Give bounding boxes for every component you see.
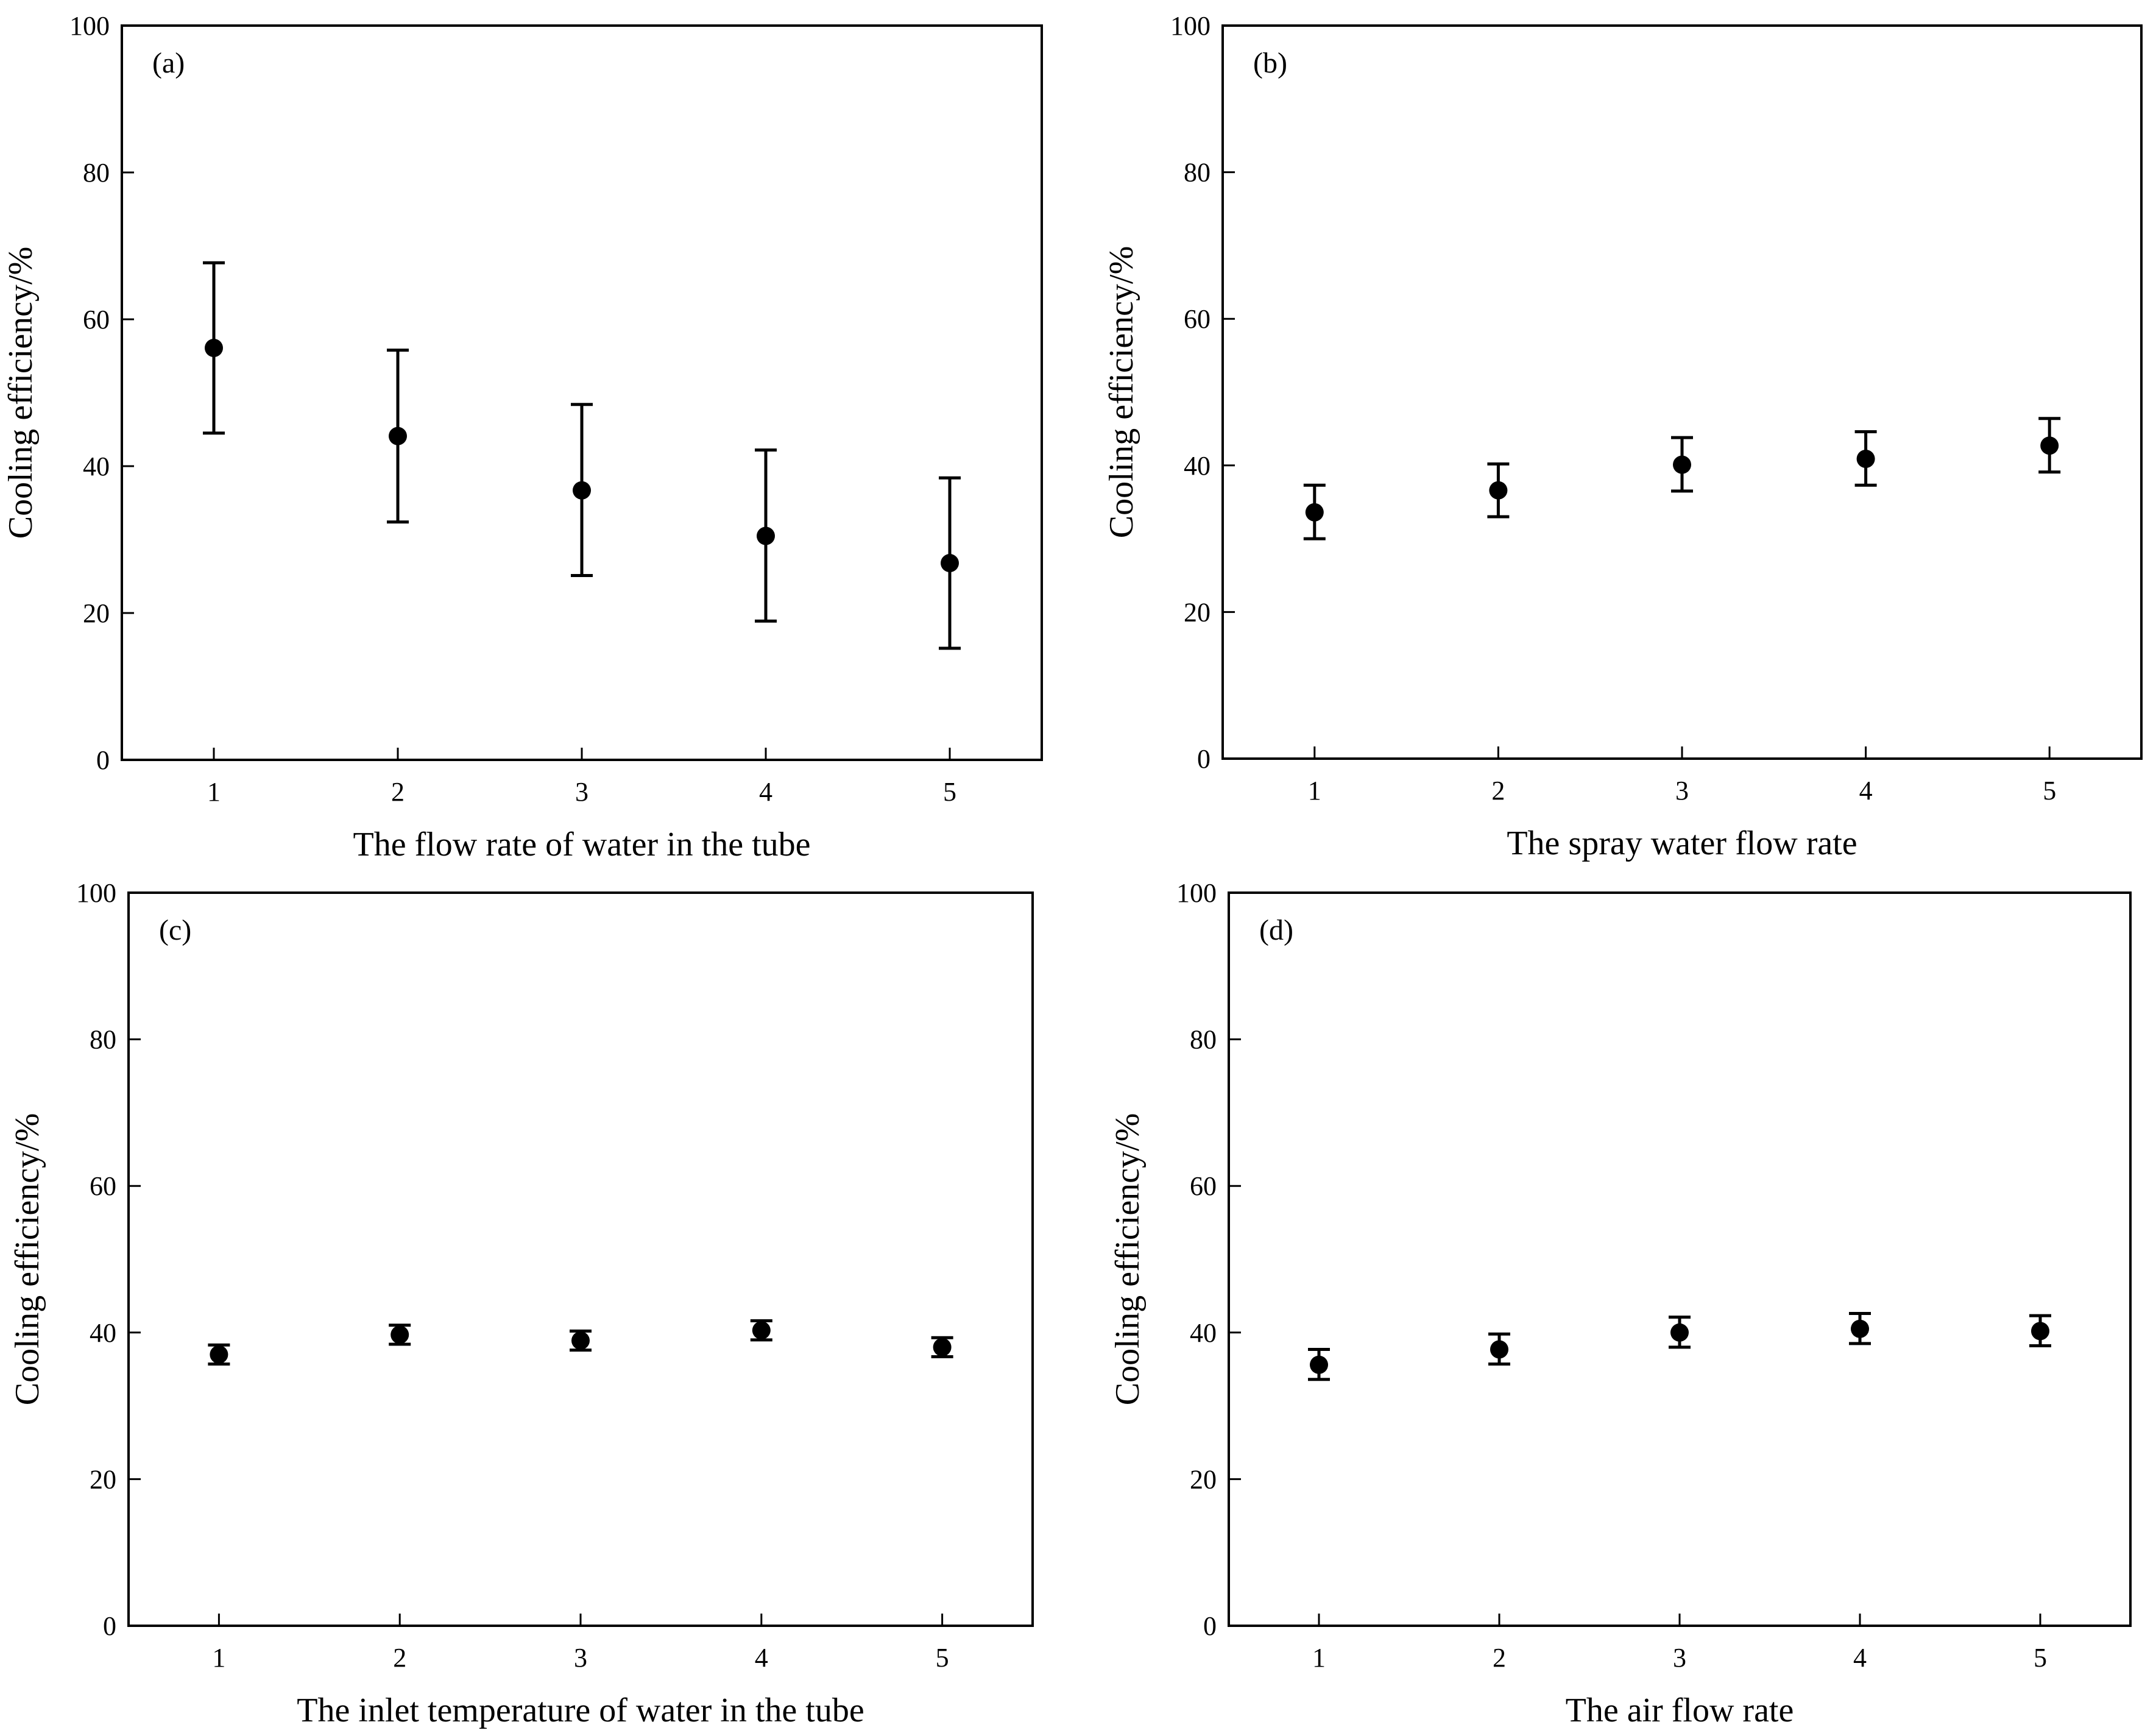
data-point: [1856, 449, 1875, 468]
y-tick-label: 100: [1170, 11, 1211, 41]
x-tick-label: 2: [1493, 1643, 1506, 1673]
y-tick-label: 60: [90, 1171, 116, 1201]
x-tick-label: 2: [393, 1643, 406, 1673]
y-tick-label: 80: [1190, 1025, 1217, 1055]
y-tick-label: 80: [83, 158, 110, 188]
data-point: [933, 1338, 952, 1356]
y-axis-title: Cooling efficiency/%: [1109, 1113, 1147, 1406]
chart-panel-c: 0 20 40 60 80 100 1 2 3 4 5 (c) The inlet temperatur…: [9, 878, 1034, 1729]
data-point: [573, 481, 591, 500]
x-tick-label: 5: [2034, 1643, 2047, 1673]
x-tick-label: 4: [755, 1643, 768, 1673]
y-tick-label: 80: [1184, 158, 1211, 188]
data-point: [205, 338, 223, 357]
y-tick-label: 20: [1184, 597, 1211, 627]
data-point: [1670, 1323, 1689, 1342]
y-tick-label: 20: [90, 1464, 116, 1494]
x-tick-label: 5: [2043, 776, 2056, 806]
x-tick-label: 4: [759, 777, 772, 807]
panel-label: (a): [152, 47, 185, 79]
x-axis-title: The air flow rate: [1566, 1692, 1794, 1729]
x-tick-label: 3: [1675, 776, 1689, 806]
x-tick-label: 5: [936, 1643, 949, 1673]
data-point: [389, 427, 407, 445]
y-tick-label: 0: [1197, 744, 1211, 774]
x-tick-label: 4: [1853, 1643, 1867, 1673]
panel-label: (d): [1259, 914, 1293, 946]
data-point: [2031, 1322, 2049, 1341]
x-tick-label: 3: [574, 1643, 587, 1673]
chart-panel-a: 0 20 40 60 80 100 1 2 3 4 5 (a) The flow rate of wat…: [2, 11, 1043, 863]
x-tick-label: 1: [1308, 776, 1321, 806]
x-tick-label: 1: [212, 1643, 225, 1673]
y-tick-label: 100: [76, 878, 116, 908]
y-tick-label: 100: [1176, 878, 1217, 908]
y-tick-label: 80: [90, 1025, 116, 1055]
y-tick-label: 40: [90, 1318, 116, 1348]
y-tick-label: 0: [96, 745, 110, 775]
y-axis-title: Cooling efficiency/%: [2, 247, 40, 539]
data-point: [1673, 455, 1691, 474]
x-axis-title: The spray water flow rate: [1507, 824, 1857, 862]
chart-panel-b: 0 20 40 60 80 100 1 2 3 4 5 (b) The spray water flow…: [1103, 11, 2143, 862]
y-tick-label: 60: [83, 305, 110, 335]
x-tick-label: 2: [391, 777, 405, 807]
x-tick-label: 3: [575, 777, 588, 807]
y-axis-title: Cooling efficiency/%: [9, 1113, 46, 1406]
x-axis-title: The flow rate of water in the tube: [353, 826, 810, 863]
data-point: [752, 1321, 771, 1340]
y-tick-label: 40: [1184, 451, 1211, 481]
plot-frame: [1228, 891, 2132, 1627]
chart-panel-d: 0 20 40 60 80 100 1 2 3 4 5 (d) The air flow rate Coo…: [1109, 878, 2132, 1729]
y-tick-label: 40: [1190, 1318, 1217, 1348]
data-point: [2040, 436, 2059, 455]
data-point: [571, 1331, 590, 1350]
y-tick-label: 100: [69, 11, 110, 41]
y-tick-label: 0: [103, 1611, 116, 1641]
y-tick-label: 20: [83, 598, 110, 628]
data-point: [757, 526, 775, 545]
plot-frame: [1221, 24, 2143, 760]
y-tick-label: 20: [1190, 1464, 1217, 1494]
x-axis-title: The inlet temperature of water in the tu…: [297, 1692, 864, 1729]
y-tick-label: 40: [83, 452, 110, 481]
data-point: [1310, 1355, 1328, 1374]
x-tick-label: 5: [943, 777, 956, 807]
y-tick-label: 60: [1184, 304, 1211, 334]
panel-label: (b): [1253, 47, 1287, 79]
panel-label: (c): [159, 914, 191, 946]
y-axis-title: Cooling efficiency/%: [1103, 246, 1140, 539]
plot-frame: [121, 24, 1043, 761]
x-tick-label: 1: [1312, 1643, 1326, 1673]
data-point: [1305, 503, 1324, 522]
plot-frame: [127, 891, 1034, 1627]
data-point: [1851, 1319, 1869, 1338]
y-tick-label: 60: [1190, 1171, 1217, 1201]
data-point: [1490, 1340, 1508, 1359]
data-point: [941, 554, 959, 573]
data-point: [391, 1325, 409, 1344]
x-tick-label: 3: [1673, 1643, 1686, 1673]
x-tick-label: 4: [1859, 776, 1873, 806]
y-tick-label: 0: [1203, 1611, 1217, 1641]
data-point: [210, 1345, 228, 1364]
x-tick-label: 1: [207, 777, 221, 807]
x-tick-label: 2: [1491, 776, 1505, 806]
data-point: [1489, 481, 1508, 500]
